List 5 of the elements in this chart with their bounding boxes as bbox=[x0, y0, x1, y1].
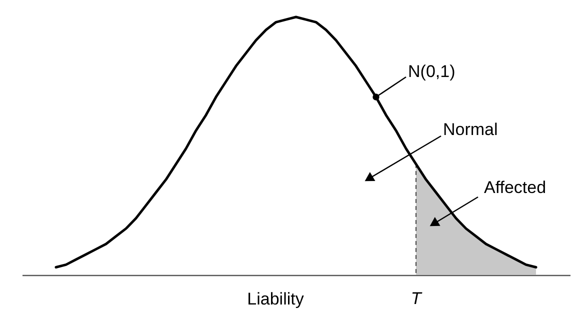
annotation: Affected bbox=[484, 178, 546, 197]
text: T bbox=[410, 289, 423, 308]
annotation: Normal bbox=[443, 120, 498, 139]
x-axis-title: Liability bbox=[247, 290, 304, 308]
annotation: N(0,1) bbox=[408, 62, 456, 81]
